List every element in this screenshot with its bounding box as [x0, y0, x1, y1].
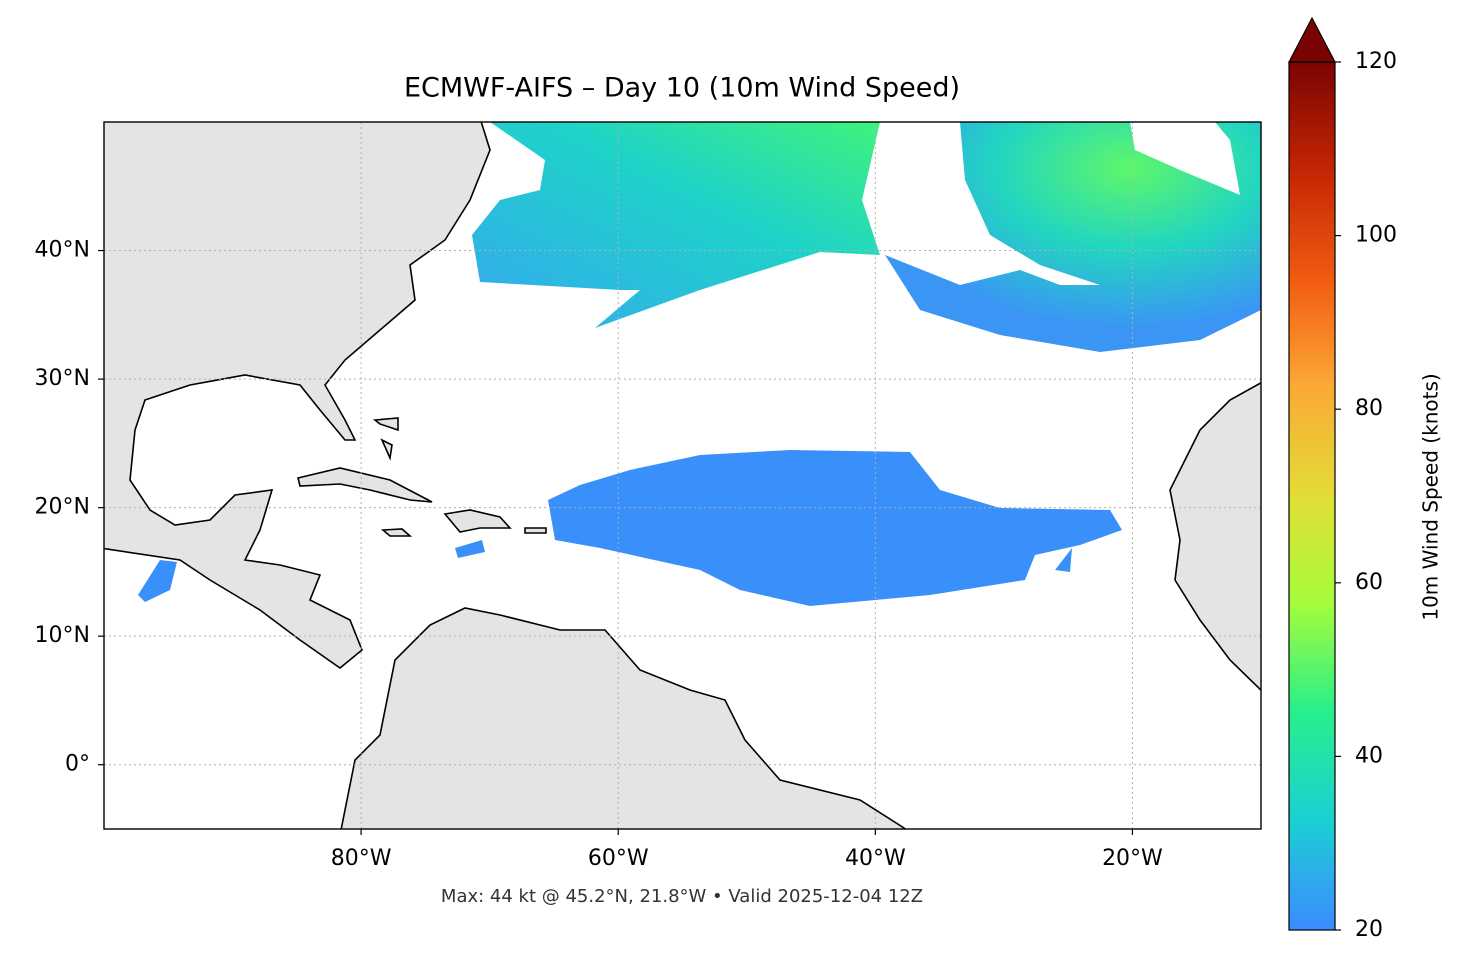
y-tick-label: 30°N: [35, 366, 90, 391]
x-tick-label: 40°W: [845, 846, 906, 871]
y-tick-label: 10°N: [35, 623, 90, 648]
y-tick-label: 40°N: [35, 238, 90, 263]
colorbar-extend: [1288, 16, 1336, 63]
y-tick-label: 20°N: [35, 495, 90, 520]
cuba: [297, 467, 433, 503]
colorbar-label: 10m Wind Speed (knots): [1419, 373, 1443, 620]
colorbar-tick-label: 120: [1355, 49, 1397, 74]
x-tick-label: 60°W: [588, 846, 649, 871]
colorbar-tick-label: 40: [1355, 743, 1383, 768]
puerto-rico: [524, 527, 547, 534]
jamaica: [380, 528, 413, 537]
colorbar-tick-label: 20: [1355, 917, 1383, 942]
colorbar-tick-label: 100: [1355, 223, 1397, 248]
hispaniola: [443, 509, 512, 533]
colorbar-tick-label: 60: [1355, 570, 1383, 595]
north-america: [104, 122, 491, 670]
wind-field: [548, 450, 1122, 606]
y-tick-label: 0°: [65, 752, 90, 777]
wind-field: [885, 122, 1261, 352]
x-tick-label: 80°W: [331, 846, 392, 871]
south-america: [340, 607, 908, 829]
wind-field: [472, 122, 880, 328]
chart-title: ECMWF-AIFS – Day 10 (10m Wind Speed): [404, 73, 960, 104]
colorbar-tick-label: 80: [1355, 396, 1383, 421]
x-tick-label: 20°W: [1102, 846, 1163, 871]
colorbar: [1288, 61, 1336, 931]
footnote: Max: 44 kt @ 45.2°N, 21.8°W • Valid 2025…: [441, 886, 923, 907]
africa: [1169, 381, 1261, 692]
bahamas-florida-keys: [372, 417, 399, 461]
map: [104, 122, 1261, 829]
map-frame: [103, 121, 1262, 830]
